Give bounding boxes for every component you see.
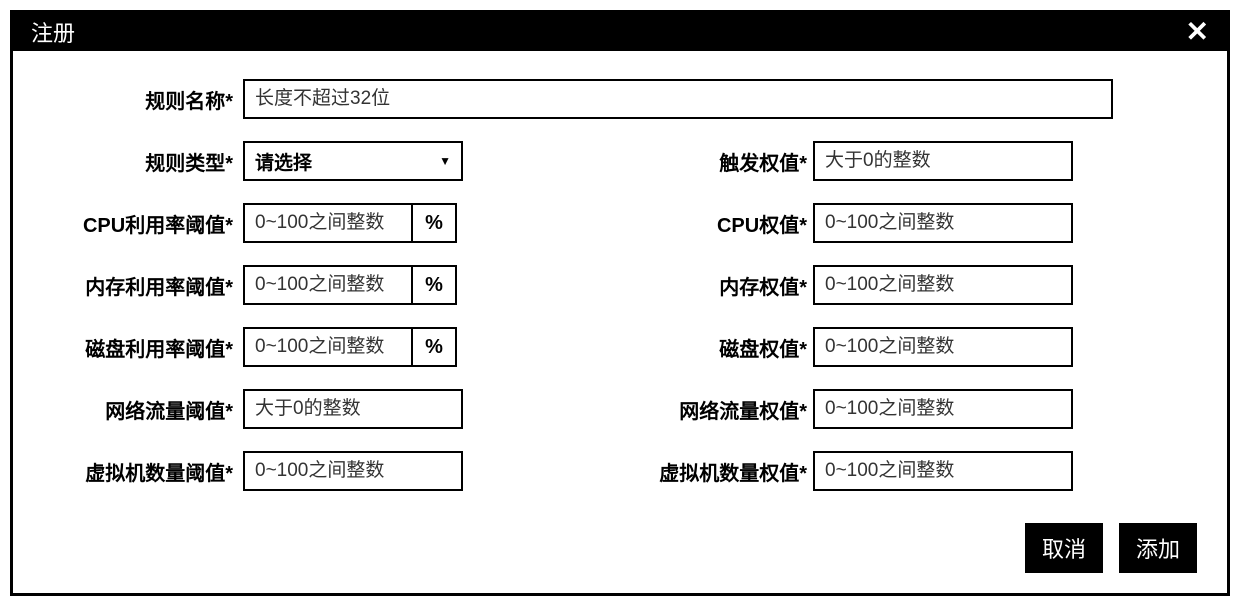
form-area: 规则名称* 规则类型* 请选择 ▼ 触发权值* CPU利用率阈值* % [13,51,1227,523]
row-net: 网络流量阈值* 网络流量权值* [53,389,1187,429]
chevron-down-icon: ▼ [439,154,451,168]
disk-weight-input[interactable] [813,327,1073,367]
vm-weight-input[interactable] [813,451,1073,491]
close-icon[interactable]: ✕ [1186,18,1209,46]
row-vm: 虚拟机数量阈值* 虚拟机数量权值* [53,451,1187,491]
register-dialog: 注册 ✕ 规则名称* 规则类型* 请选择 ▼ 触发权值* CPU利用率阈值* [10,10,1230,596]
trigger-weight-input[interactable] [813,141,1073,181]
label-vm-threshold: 虚拟机数量阈值* [53,457,243,486]
label-trigger-weight: 触发权值* [613,147,813,176]
label-cpu-threshold: CPU利用率阈值* [53,209,243,238]
percent-unit: % [413,265,457,305]
percent-unit: % [413,203,457,243]
disk-threshold-input[interactable] [243,327,413,367]
label-rule-type: 规则类型* [53,147,243,176]
percent-unit: % [413,327,457,367]
row-cpu: CPU利用率阈值* % CPU权值* [53,203,1187,243]
label-rule-name: 规则名称* [53,85,243,114]
cpu-weight-input[interactable] [813,203,1073,243]
add-button[interactable]: 添加 [1119,523,1197,573]
label-net-threshold: 网络流量阈值* [53,395,243,424]
mem-threshold-input[interactable] [243,265,413,305]
label-mem-threshold: 内存利用率阈值* [53,271,243,300]
label-mem-weight: 内存权值* [613,271,813,300]
label-disk-weight: 磁盘权值* [613,333,813,362]
row-type-trigger: 规则类型* 请选择 ▼ 触发权值* [53,141,1187,181]
dialog-title: 注册 [31,16,75,48]
net-weight-input[interactable] [813,389,1073,429]
row-rule-name: 规则名称* [53,79,1187,119]
label-vm-weight: 虚拟机数量权值* [613,457,813,486]
cancel-button[interactable]: 取消 [1025,523,1103,573]
net-threshold-input[interactable] [243,389,463,429]
rule-type-select[interactable]: 请选择 ▼ [243,141,463,181]
dialog-footer: 取消 添加 [13,523,1227,593]
rule-name-input[interactable] [243,79,1113,119]
row-disk: 磁盘利用率阈值* % 磁盘权值* [53,327,1187,367]
label-net-weight: 网络流量权值* [613,395,813,424]
mem-weight-input[interactable] [813,265,1073,305]
vm-threshold-input[interactable] [243,451,463,491]
titlebar: 注册 ✕ [13,13,1227,51]
cpu-threshold-input[interactable] [243,203,413,243]
row-mem: 内存利用率阈值* % 内存权值* [53,265,1187,305]
label-cpu-weight: CPU权值* [613,209,813,238]
label-disk-threshold: 磁盘利用率阈值* [53,333,243,362]
rule-type-selected: 请选择 [255,148,312,175]
